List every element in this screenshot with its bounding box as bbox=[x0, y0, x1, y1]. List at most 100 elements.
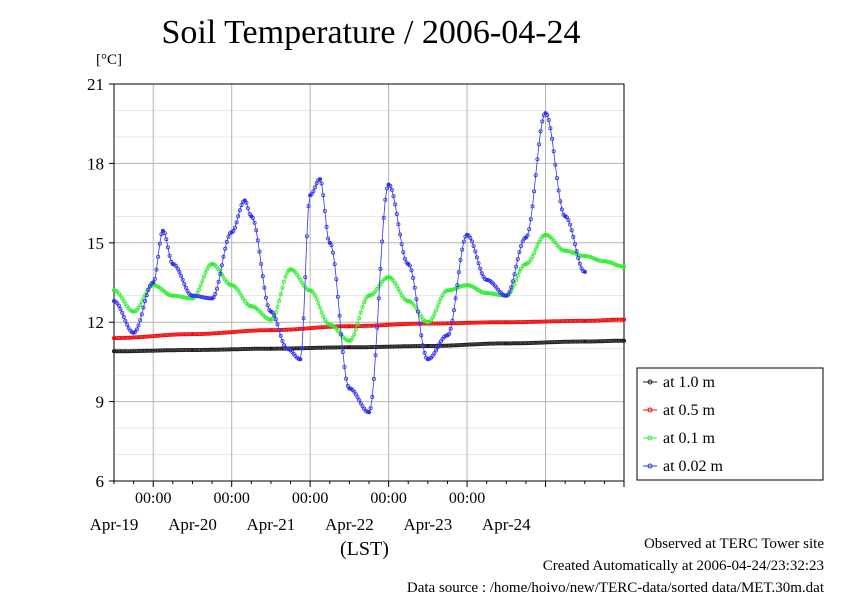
series-point bbox=[532, 251, 537, 256]
footer-created-note: Created Automatically at 2006-04-24/23:3… bbox=[542, 558, 824, 574]
data-point bbox=[386, 182, 391, 187]
series-point bbox=[146, 287, 151, 292]
series-point bbox=[136, 305, 141, 310]
series-point bbox=[437, 342, 442, 347]
series-point bbox=[175, 266, 180, 271]
series-point bbox=[138, 302, 143, 307]
series-point bbox=[411, 275, 416, 280]
data-point bbox=[268, 328, 273, 333]
series-point bbox=[326, 236, 331, 241]
series-point bbox=[167, 253, 172, 258]
data-point bbox=[543, 232, 548, 237]
series-point bbox=[537, 240, 542, 245]
series-point bbox=[389, 187, 394, 192]
series-point bbox=[159, 232, 164, 237]
series-point bbox=[514, 264, 519, 269]
series-point bbox=[396, 287, 401, 292]
series-point bbox=[530, 204, 535, 209]
series-point bbox=[177, 269, 182, 274]
series-point bbox=[226, 234, 231, 239]
series-point bbox=[375, 325, 380, 330]
series-2 bbox=[112, 317, 627, 341]
series-point bbox=[321, 193, 326, 198]
data-point bbox=[229, 230, 234, 235]
series-point bbox=[432, 351, 437, 356]
footer-data-source: Data source : /home/hoivo/new/TERC-data/… bbox=[406, 580, 824, 596]
series-point bbox=[136, 323, 141, 328]
series-point bbox=[306, 204, 311, 209]
series-point bbox=[566, 218, 571, 223]
axes: 6 9 12 15 18 21 00:00 00:00 00:00 00:00 00:00 Apr-1… bbox=[87, 75, 625, 534]
series-point bbox=[350, 335, 355, 340]
data-point bbox=[112, 336, 116, 341]
series-point bbox=[514, 277, 519, 282]
series-point bbox=[468, 235, 473, 240]
series-point bbox=[528, 217, 533, 222]
series-point bbox=[234, 220, 239, 225]
series-point bbox=[399, 242, 404, 247]
series-point bbox=[313, 185, 318, 190]
data-point bbox=[170, 262, 175, 266]
series-point bbox=[571, 234, 576, 239]
series-point bbox=[183, 285, 188, 290]
series-point bbox=[263, 295, 268, 300]
series-point bbox=[232, 225, 237, 230]
series-point bbox=[414, 297, 419, 302]
series-point bbox=[316, 301, 321, 306]
series-point bbox=[368, 406, 373, 411]
series-point bbox=[180, 277, 185, 282]
series-point bbox=[448, 326, 453, 331]
series-point bbox=[376, 296, 381, 301]
series-point bbox=[533, 247, 538, 252]
series-point bbox=[304, 234, 309, 239]
x-tick-label: 00:00 bbox=[449, 490, 485, 507]
series-point bbox=[435, 345, 440, 350]
data-point bbox=[425, 344, 430, 348]
series-point bbox=[219, 263, 224, 268]
series-point bbox=[283, 274, 288, 279]
data-point bbox=[327, 240, 332, 245]
x-axis-label: (LST) bbox=[340, 538, 389, 560]
series-point bbox=[252, 220, 257, 225]
series-point bbox=[311, 290, 316, 295]
series-point bbox=[393, 202, 398, 207]
data-point bbox=[242, 198, 247, 203]
series-point bbox=[355, 395, 360, 400]
x-date-label: Apr-24 bbox=[482, 515, 531, 534]
data-point bbox=[582, 269, 587, 274]
data-point bbox=[249, 214, 254, 219]
series-point bbox=[265, 303, 270, 308]
series-point bbox=[260, 274, 265, 279]
series-point bbox=[214, 286, 219, 291]
series-point bbox=[138, 318, 143, 323]
series-point bbox=[402, 256, 407, 261]
series-point bbox=[396, 222, 401, 227]
data-point bbox=[484, 277, 489, 282]
data-point bbox=[298, 357, 303, 362]
legend-swatch-marker bbox=[647, 379, 653, 385]
series-point bbox=[201, 274, 206, 279]
series-point bbox=[353, 327, 358, 332]
series-point bbox=[453, 296, 458, 301]
legend-label: at 0.1 m bbox=[663, 430, 716, 447]
series-point bbox=[281, 279, 286, 284]
series-point bbox=[412, 285, 417, 290]
series-point bbox=[144, 293, 149, 298]
x-date-label: Apr-20 bbox=[168, 515, 217, 534]
series-point bbox=[352, 332, 357, 337]
series-point bbox=[313, 293, 318, 298]
x-date-label: Apr-21 bbox=[247, 515, 296, 534]
series-point bbox=[569, 228, 574, 233]
series-point bbox=[257, 249, 262, 254]
legend-label: at 1.0 m bbox=[663, 374, 716, 391]
y-tick-label: 12 bbox=[87, 313, 104, 332]
data-point bbox=[268, 317, 273, 322]
series-point bbox=[573, 242, 578, 247]
data-point bbox=[582, 339, 587, 344]
series-point bbox=[461, 239, 466, 244]
footer-site-note: Observed at TERC Tower site bbox=[643, 536, 824, 552]
series-point bbox=[535, 157, 540, 162]
series-point bbox=[384, 186, 389, 191]
series-point bbox=[218, 271, 223, 276]
series-point bbox=[378, 266, 383, 271]
